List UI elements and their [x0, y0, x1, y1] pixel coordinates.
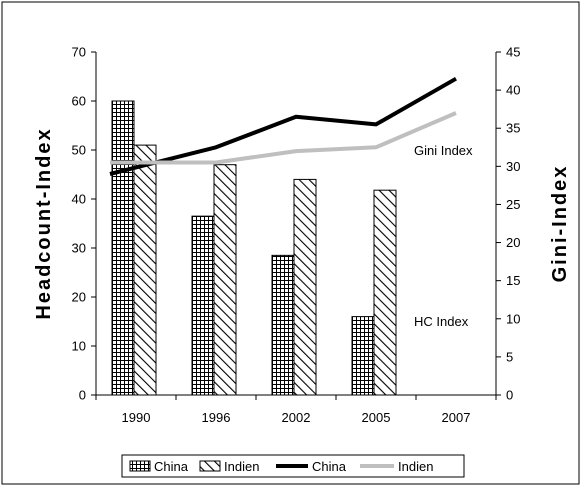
left-tick-label: 10 — [72, 339, 86, 354]
right-tick-label: 15 — [506, 273, 520, 288]
legend-swatch-china-bar — [129, 460, 151, 472]
right-tick-label: 10 — [506, 311, 520, 326]
annotation-hc-index: HC Index — [414, 314, 469, 329]
bar-indien-1990 — [133, 144, 157, 396]
right-tick-label: 30 — [506, 159, 520, 174]
right-tick-label: 45 — [506, 45, 520, 60]
line-indien-gini — [110, 111, 457, 165]
right-tick-label: 0 — [506, 388, 513, 403]
x-tick-label: 2005 — [362, 410, 391, 425]
right-tick-label: 20 — [506, 235, 520, 250]
x-tick-label: 1996 — [202, 410, 231, 425]
bar-china-1990 — [111, 100, 135, 396]
legend-swatch-indien-bar — [199, 460, 221, 472]
legend-label-indien-line: Indien — [398, 459, 433, 474]
x-tick-label: 2007 — [442, 410, 471, 425]
bar-china-2005 — [351, 316, 375, 396]
annotation-gini-index: Gini Index — [414, 143, 473, 158]
bar-indien-2002 — [293, 178, 317, 396]
right-tick-label: 5 — [506, 349, 513, 364]
left-tick-label: 40 — [72, 192, 86, 207]
right-tick-label: 40 — [506, 83, 520, 98]
left-tick-label: 60 — [72, 94, 86, 109]
bar-indien-1996 — [213, 164, 237, 396]
left-tick-label: 70 — [72, 45, 86, 60]
left-tick-label: 0 — [79, 388, 86, 403]
bar-china-1996 — [191, 215, 215, 396]
legend-label-china-bar: China — [154, 459, 189, 474]
x-tick-label: 2002 — [282, 410, 311, 425]
right-axis-title: Gini-Index — [549, 165, 571, 283]
left-axis-title: Headcount-Index — [33, 127, 55, 319]
left-tick-label: 20 — [72, 290, 86, 305]
right-tick-label: 35 — [506, 121, 520, 136]
left-tick-label: 30 — [72, 241, 86, 256]
legend-label-china-line: China — [312, 459, 347, 474]
left-tick-label: 50 — [72, 143, 86, 158]
bar-indien-2005 — [373, 189, 397, 396]
line-china-gini — [109, 76, 457, 176]
right-tick-label: 25 — [506, 197, 520, 212]
legend-label-indien-bar: Indien — [224, 459, 259, 474]
bar-china-2002 — [271, 254, 295, 396]
x-tick-label: 1990 — [122, 410, 151, 425]
